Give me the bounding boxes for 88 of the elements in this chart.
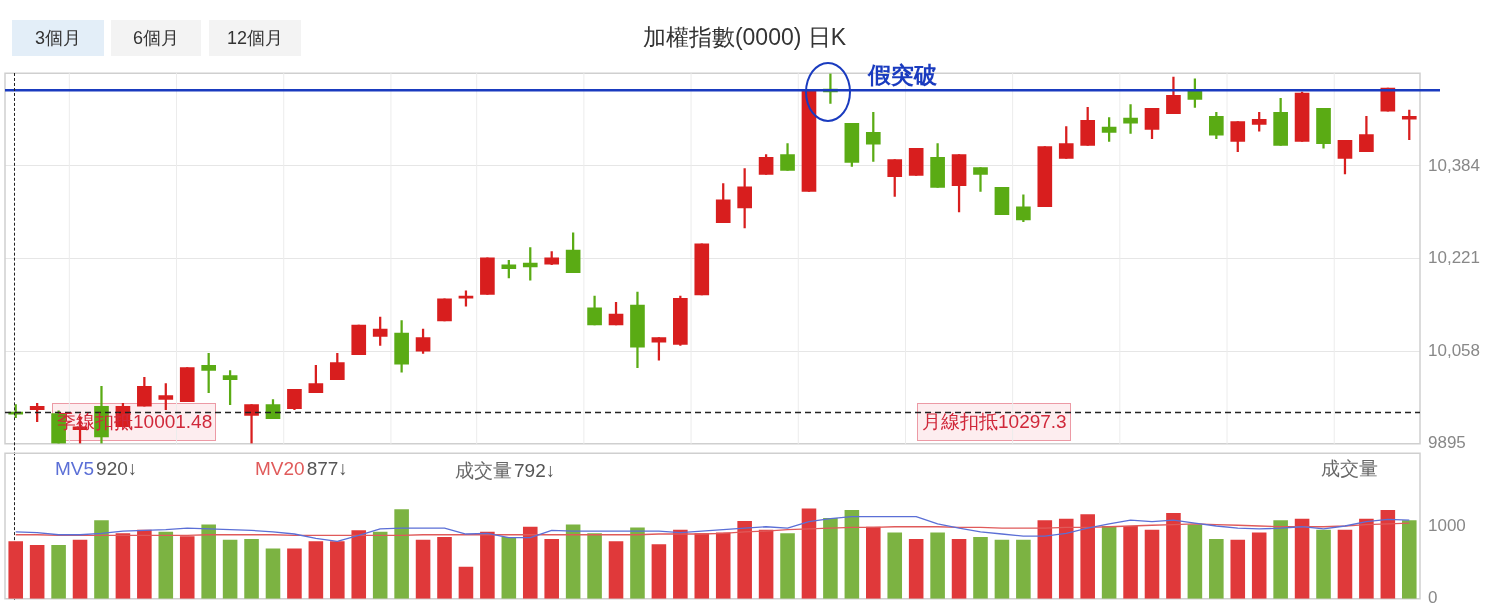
- bar: [823, 517, 838, 599]
- bar: [1294, 518, 1310, 599]
- bar: [1316, 529, 1331, 599]
- chart-title: 加權指數(0000) 日K: [642, 24, 847, 50]
- candlestick: [244, 404, 259, 444]
- annotation: 920↓: [96, 458, 138, 480]
- text: MV20: [255, 458, 305, 480]
- annotation: 792↓: [514, 460, 556, 482]
- bar: [179, 536, 195, 599]
- bar: [330, 541, 345, 599]
- bar: [951, 539, 967, 599]
- bar: [565, 524, 581, 599]
- bar: [415, 539, 431, 599]
- y-axis-title: 成交量: [1321, 457, 1378, 482]
- bar: [587, 533, 602, 599]
- bar: [994, 539, 1010, 599]
- bar: [458, 566, 474, 599]
- bar: [930, 532, 945, 599]
- bar: [544, 539, 559, 599]
- bar: [1058, 518, 1074, 599]
- text: 12個月: [209, 20, 301, 56]
- annotation: 月線扣抵10297.3: [917, 402, 1072, 441]
- bar: [1166, 512, 1181, 599]
- bar: [973, 536, 988, 599]
- bar: [137, 529, 152, 599]
- bar: [801, 508, 817, 599]
- y-tick-label: 10,221: [1428, 248, 1480, 268]
- bar: [29, 544, 45, 599]
- annotation: 877↓: [306, 458, 348, 480]
- bar: [1037, 520, 1053, 599]
- bar: [158, 531, 174, 599]
- bar: [437, 536, 452, 599]
- bar: [758, 529, 774, 599]
- bar: [372, 531, 388, 599]
- bar: [1209, 539, 1224, 599]
- bar: [1273, 520, 1288, 599]
- bar: [265, 548, 281, 599]
- bar: [501, 536, 517, 599]
- bar: [1251, 532, 1267, 599]
- bar: [694, 533, 710, 599]
- bar: [673, 529, 688, 599]
- bar: [651, 544, 667, 599]
- y-tick-label: 10,058: [1428, 340, 1480, 360]
- bar: [1187, 524, 1203, 599]
- text: 6個月: [111, 20, 201, 56]
- y-tick-label: 10,384: [1428, 155, 1480, 175]
- bar: [115, 533, 131, 599]
- y-tick-label: 1000: [1428, 515, 1466, 535]
- bar: [1016, 539, 1031, 599]
- text: MV5: [55, 458, 95, 480]
- text: 成交量: [455, 460, 512, 482]
- bar: [1101, 526, 1117, 599]
- bar: [608, 541, 624, 599]
- bar: [287, 548, 302, 599]
- candlestick: [1123, 104, 1138, 134]
- bar: [1123, 526, 1138, 599]
- text: 3個月: [12, 20, 104, 56]
- bar: [908, 539, 924, 599]
- y-tick-label: 9895: [1428, 433, 1466, 453]
- bar: [244, 539, 259, 599]
- bar: [522, 526, 538, 599]
- bar: [630, 527, 645, 599]
- bar: [1380, 509, 1396, 599]
- bar: [780, 533, 795, 599]
- bar: [887, 532, 903, 599]
- bar: [8, 541, 24, 599]
- bar: [1401, 520, 1417, 599]
- bar: [1080, 514, 1095, 599]
- bar: [737, 520, 752, 599]
- bar: [351, 530, 367, 599]
- bar: [1230, 539, 1246, 599]
- bar: [72, 539, 88, 599]
- bar: [866, 526, 881, 599]
- annotation: 假突破: [868, 60, 938, 90]
- bar: [715, 532, 731, 599]
- bar: [222, 539, 238, 599]
- y-tick-label: 0: [1428, 588, 1438, 605]
- bar: [844, 509, 860, 599]
- bar: [1337, 529, 1353, 599]
- candlestick: [973, 167, 988, 192]
- bar: [201, 524, 216, 599]
- bar: [1359, 518, 1374, 599]
- bar: [308, 541, 324, 599]
- bar: [51, 544, 66, 599]
- bar: [394, 509, 409, 599]
- bar: [1144, 529, 1160, 599]
- bar: [94, 520, 109, 599]
- bar: [480, 531, 495, 599]
